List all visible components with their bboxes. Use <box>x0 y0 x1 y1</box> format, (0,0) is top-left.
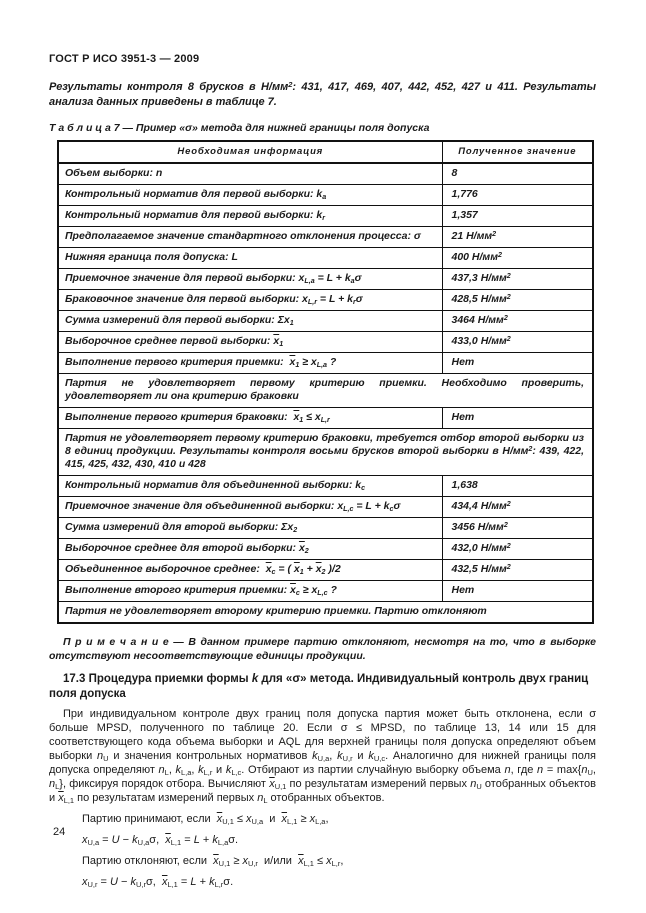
intro-paragraph: Результаты контроля 8 брусков в Н/мм2: 4… <box>49 79 597 108</box>
table-row: Выполнение первого критерия браковки: x1… <box>57 407 594 429</box>
row-span-cell: Партия не удовлетворяет первому критерию… <box>57 373 594 408</box>
row-value-cell: 432,0 Н/мм2 <box>441 538 594 560</box>
row-label-cell: Сумма измерений для первой выборки: Σx1 <box>57 310 443 332</box>
row-label-cell: Предполагаемое значение стандартного отк… <box>57 226 443 248</box>
table-row: Сумма измерений для второй выборки: Σx2 3… <box>57 517 594 539</box>
table-row: Выполнение второго критерия приемки: xc … <box>57 580 594 602</box>
row-label-cell: Выполнение второго критерия приемки: xc … <box>57 580 443 602</box>
table-row: Контрольный норматив для первой выборки:… <box>57 205 594 227</box>
reject-condition-line: Партию отклоняют, если xU,1 ≥ xU,r и/или… <box>82 855 344 868</box>
table-row: Выборочное среднее первой выборки: x1 433… <box>57 331 594 353</box>
row-label-cell: Выполнение первого критерия приемки: x1 … <box>57 352 443 374</box>
row-label-cell: Контрольный норматив для объединенной вы… <box>57 475 443 497</box>
row-value-cell: 3456 Н/мм2 <box>441 517 594 539</box>
table-row: Браковочное значение для первой выборки:… <box>57 289 594 311</box>
row-label-cell: Приемочное значение для объединенной выб… <box>57 496 443 518</box>
table-caption: Т а б л и ц а 7 — Пример «σ» метода для … <box>49 122 430 134</box>
row-label-cell: Сумма измерений для второй выборки: Σx2 <box>57 517 443 539</box>
row-value-cell: Нет <box>441 580 594 602</box>
table-row: Сумма измерений для первой выборки: Σx1 3… <box>57 310 594 332</box>
page-number: 24 <box>53 826 66 838</box>
row-value-cell: 8 <box>441 162 594 185</box>
table-header-row: Необходимая информация Полученное значен… <box>57 140 594 164</box>
row-label-cell: Контрольный норматив для первой выборки:… <box>57 205 443 227</box>
row-value-cell: Нет <box>441 407 594 429</box>
row-value-cell: 437,3 Н/мм2 <box>441 268 594 290</box>
accept-formula-line: xU,a = U − kU,aσ, xL,1 = L + kL,aσ. <box>82 834 239 847</box>
row-label-cell: Выборочное среднее для второй выборки: x… <box>57 538 443 560</box>
row-label-cell: Контрольный норматив для первой выборки:… <box>57 184 443 206</box>
table-span-row: Партия не удовлетворяет второму критерию… <box>57 601 594 624</box>
section-heading: 17.3 Процедура приемки формы k для «σ» м… <box>49 673 589 700</box>
table-row: Предполагаемое значение стандартного отк… <box>57 226 594 248</box>
accept-condition-line: Партию принимают, если xU,1 ≤ xU,a и xL,… <box>82 813 329 826</box>
row-label-cell: Нижняя граница поля допуска: L <box>57 247 443 269</box>
table-row: Контрольный норматив для первой выборки:… <box>57 184 594 206</box>
row-span-cell: Партия не удовлетворяет первому критерию… <box>57 428 594 476</box>
row-label-cell: Браковочное значение для первой выборки:… <box>57 289 443 311</box>
table-row: Приемочное значение для объединенной выб… <box>57 496 594 518</box>
note-paragraph: П р и м е ч а н и е — В данном примере п… <box>49 636 596 662</box>
row-value-cell: 434,4 Н/мм2 <box>441 496 594 518</box>
row-value-cell: 3464 Н/мм2 <box>441 310 594 332</box>
row-value-cell: 428,5 Н/мм2 <box>441 289 594 311</box>
body-paragraph: При индивидуальном контроле двух границ … <box>49 708 596 805</box>
row-value-cell: 1,357 <box>441 205 594 227</box>
row-value-cell: Нет <box>441 352 594 374</box>
table-row: Объединенное выборочное среднее: xc = ( … <box>57 559 594 581</box>
table-row: Контрольный норматив для объединенной вы… <box>57 475 594 497</box>
row-value-cell: 21 Н/мм2 <box>441 226 594 248</box>
row-value-cell: 432,5 Н/мм2 <box>441 559 594 581</box>
row-value-cell: 1,638 <box>441 475 594 497</box>
row-value-cell: 1,776 <box>441 184 594 206</box>
col-header-value: Полученное значение <box>441 140 594 164</box>
table-row: Нижняя граница поля допуска: L 400 Н/мм2 <box>57 247 594 269</box>
row-label-cell: Объем выборки: n <box>57 162 443 185</box>
table-7: Необходимая информация Полученное значен… <box>57 140 594 624</box>
row-value-cell: 400 Н/мм2 <box>441 247 594 269</box>
row-value-cell: 433,0 Н/мм2 <box>441 331 594 353</box>
reject-formula-line: xU,r = U − kU,rσ, xL,1 = L + kL,rσ. <box>82 876 234 889</box>
row-span-cell: Партия не удовлетворяет второму критерию… <box>57 601 594 624</box>
row-label-cell: Объединенное выборочное среднее: xc = ( … <box>57 559 443 581</box>
table-row: Выборочное среднее для второй выборки: x… <box>57 538 594 560</box>
doc-header: ГОСТ Р ИСО 3951-3 — 2009 <box>49 53 200 65</box>
row-label-cell: Приемочное значение для первой выборки: … <box>57 268 443 290</box>
table-row: Выполнение первого критерия приемки: x1 … <box>57 352 594 374</box>
row-label-cell: Выборочное среднее первой выборки: x1 <box>57 331 443 353</box>
col-header-info: Необходимая информация <box>57 140 443 164</box>
table-row: Приемочное значение для первой выборки: … <box>57 268 594 290</box>
table-span-row: Партия не удовлетворяет первому критерию… <box>57 428 594 476</box>
table-span-row: Партия не удовлетворяет первому критерию… <box>57 373 594 408</box>
row-label-cell: Выполнение первого критерия браковки: x1… <box>57 407 443 429</box>
